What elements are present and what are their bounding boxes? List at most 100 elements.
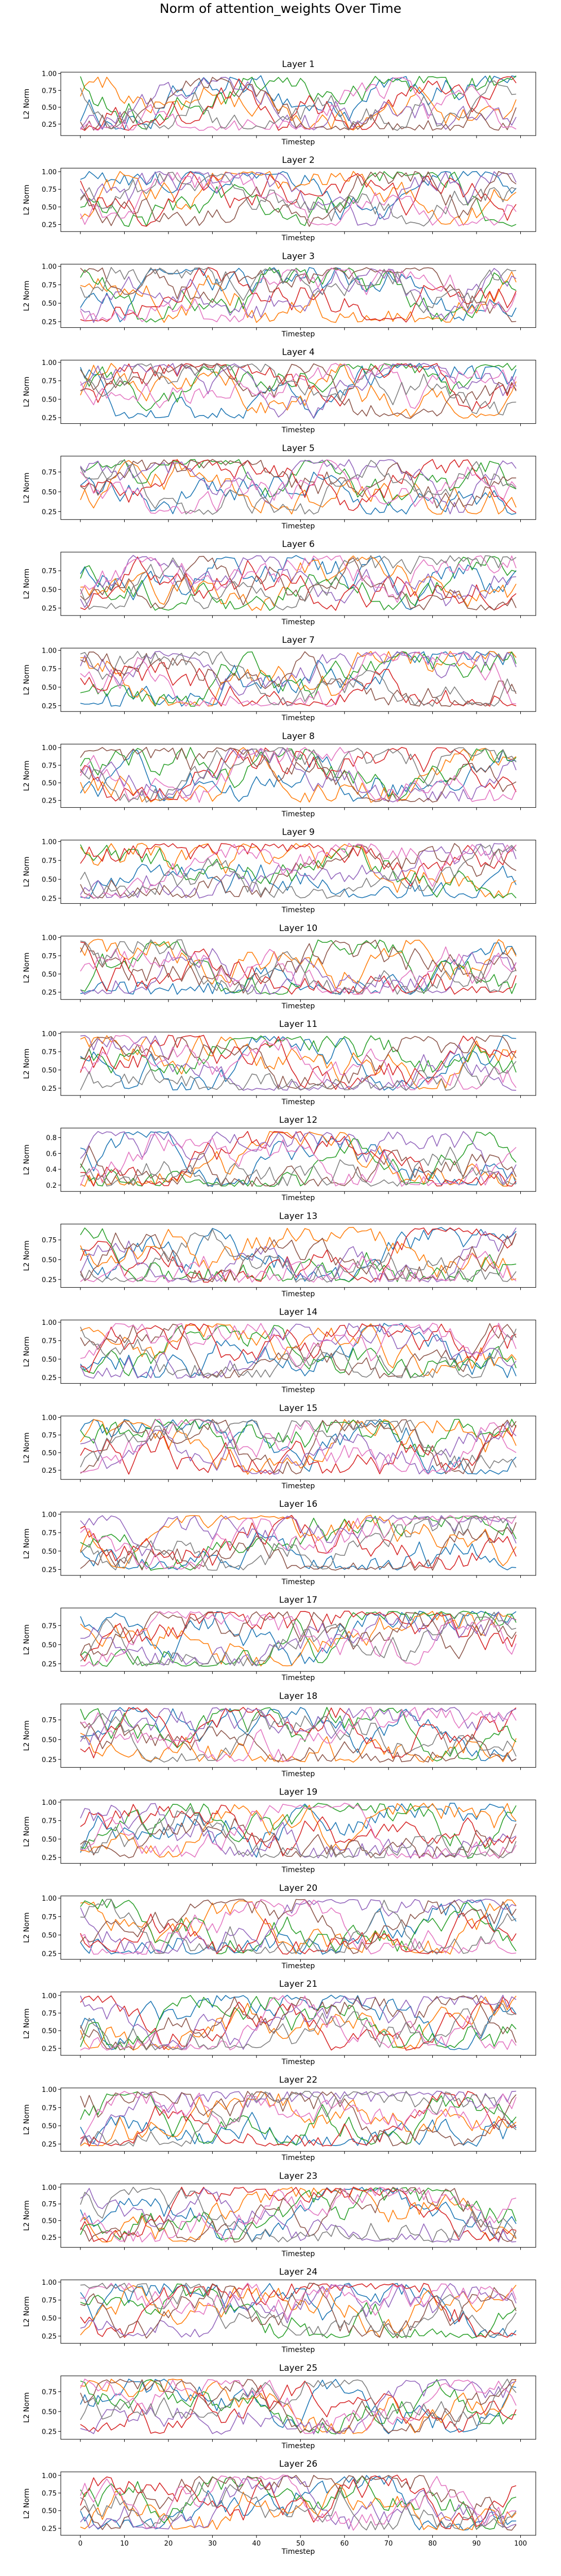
series-line-1: [80, 1323, 517, 1378]
x-axis-label: Timestep: [281, 1194, 315, 1202]
y-tick-label: 0.50: [42, 1737, 57, 1744]
series-line-7: [80, 1035, 517, 1090]
y-tick-label: 0.50: [42, 300, 57, 308]
plot-frame: [60, 263, 536, 328]
series-line-4: [80, 556, 517, 611]
y-tick-label: 1.00: [42, 1415, 57, 1422]
series-line-8: [80, 1516, 516, 1571]
x-tick-label: 20: [164, 2540, 173, 2548]
subplot-title: Layer 18: [279, 1691, 317, 1701]
series-line-6: [80, 171, 517, 227]
series-line-7: [80, 843, 517, 899]
subplot-layer-12: Layer 12 0.2 0.4 0.6 0.8 L2 Norm Timestep: [23, 1115, 536, 1202]
series-line-6: [80, 1899, 517, 1954]
subplot-layer-11: Layer 11 0.25 0.50 0.75 1.00 L2 Norm Timestep: [23, 1019, 536, 1106]
series-line-2: [80, 1227, 517, 1281]
y-axis-label: L2 Norm: [23, 1433, 31, 1463]
subplot-title: Layer 6: [282, 539, 315, 550]
series-line-6: [80, 651, 517, 707]
plot-frame: [60, 360, 536, 424]
series-line-3: [80, 1325, 517, 1378]
y-tick-label: 0.25: [42, 1085, 57, 1093]
subplot-layer-9: Layer 9 0.25 0.50 0.75 1.00 L2 Norm Timestep: [23, 827, 536, 915]
series-line-8: [80, 1806, 517, 1859]
x-tick-label: 10: [120, 2540, 129, 2548]
y-tick-label: 0.75: [42, 1717, 57, 1724]
series-line-2: [80, 271, 517, 323]
y-tick-label: 1.00: [42, 1031, 57, 1038]
series-line-6: [80, 2282, 517, 2339]
subplot-layer-26: Layer 26 0.25 0.50 0.75 1.00 0 10 20 30 40 50 60 70 8…: [23, 2459, 536, 2556]
series-line-8: [80, 363, 516, 416]
series-line-3: [80, 1227, 517, 1283]
series-line-8: [80, 2283, 517, 2339]
series-line-3: [80, 2283, 517, 2339]
subplot-layer-4: Layer 4 0.25 0.50 0.75 1.00 L2 Norm Timestep: [23, 347, 536, 435]
y-tick-label: 0.25: [42, 703, 57, 710]
y-tick-label: 0.50: [42, 2218, 57, 2225]
series-line-8: [80, 555, 517, 610]
series-line-3: [80, 459, 517, 506]
plot-frame: [60, 2087, 536, 2152]
y-axis-label: L2 Norm: [23, 2008, 31, 2039]
x-axis-label: Timestep: [281, 1770, 315, 1778]
series-line-8: [80, 1146, 516, 1187]
series-line-6: [80, 1419, 517, 1474]
subplot-layer-14: Layer 14 0.25 0.50 0.75 1.00 L2 Norm Timestep: [23, 1307, 536, 1394]
series-line-6: [80, 1995, 517, 2051]
subplot-layer-7: Layer 7 0.25 0.50 0.75 1.00 L2 Norm Timestep: [23, 635, 536, 722]
y-tick-label: 0.50: [42, 1450, 57, 1457]
series-line-4: [80, 1610, 517, 1662]
y-tick-label: 0.50: [42, 2507, 57, 2515]
series-line-7: [80, 1899, 517, 1955]
y-axis-label: L2 Norm: [23, 569, 31, 599]
y-axis-label: L2 Norm: [23, 760, 31, 791]
y-tick-label: 0.75: [42, 186, 57, 194]
series-line-3: [80, 651, 517, 707]
x-axis-label: Timestep: [281, 2442, 315, 2450]
series-line-5: [80, 1707, 517, 1746]
x-axis-label: Timestep: [281, 1578, 315, 1586]
series-line-4: [80, 2380, 517, 2434]
y-tick-label: 0.8: [46, 1135, 57, 1142]
series-line-8: [80, 267, 516, 313]
series-line-7: [80, 2474, 516, 2531]
series-line-5: [80, 268, 517, 323]
y-tick-label: 1.00: [42, 263, 57, 271]
x-axis-label: Timestep: [281, 138, 315, 146]
plot-frame: [60, 168, 536, 232]
x-axis-label: Timestep: [281, 2346, 315, 2354]
series-line-1: [80, 863, 517, 899]
subplot-title: Layer 7: [282, 635, 315, 645]
series-line-6: [80, 1721, 517, 1763]
subplot-title: Layer 22: [279, 2075, 317, 2085]
x-axis-label: Timestep: [281, 1674, 315, 1682]
y-tick-label: 0.50: [42, 2027, 57, 2035]
subplot-layer-18: Layer 18 0.25 0.50 0.75 L2 Norm Timestep: [23, 1691, 536, 1778]
y-axis-label: L2 Norm: [23, 1240, 31, 1271]
plot-frame: [60, 1800, 536, 1864]
x-tick-label: 60: [340, 2540, 349, 2548]
series-line-8: [80, 172, 517, 227]
y-tick-label: 0.25: [42, 414, 57, 422]
y-tick-label: 0.25: [42, 1660, 57, 1668]
subplot-layer-2: Layer 2 0.25 0.50 0.75 1.00 L2 Norm Timestep: [23, 155, 536, 242]
series-line-4: [80, 1995, 517, 2051]
series-line-7: [80, 363, 517, 409]
series-line-6: [80, 1818, 517, 1859]
series-line-3: [80, 363, 517, 411]
series-line-4: [80, 1035, 516, 1090]
x-axis-label: Timestep: [281, 618, 315, 626]
series-line-7: [80, 651, 517, 707]
y-tick-label: 0.50: [42, 1257, 57, 1265]
y-tick-label: 0.50: [42, 204, 57, 211]
x-axis-label: Timestep: [281, 234, 315, 242]
plot-frame: [60, 456, 536, 520]
series-line-5: [80, 2188, 516, 2243]
series-line-8: [80, 844, 517, 899]
series-line-8: [80, 747, 517, 803]
series-line-1: [80, 171, 517, 220]
y-tick-label: 1.00: [42, 2279, 57, 2287]
y-tick-label: 0.25: [42, 2141, 57, 2149]
x-axis-label: Timestep: [281, 1866, 315, 1874]
